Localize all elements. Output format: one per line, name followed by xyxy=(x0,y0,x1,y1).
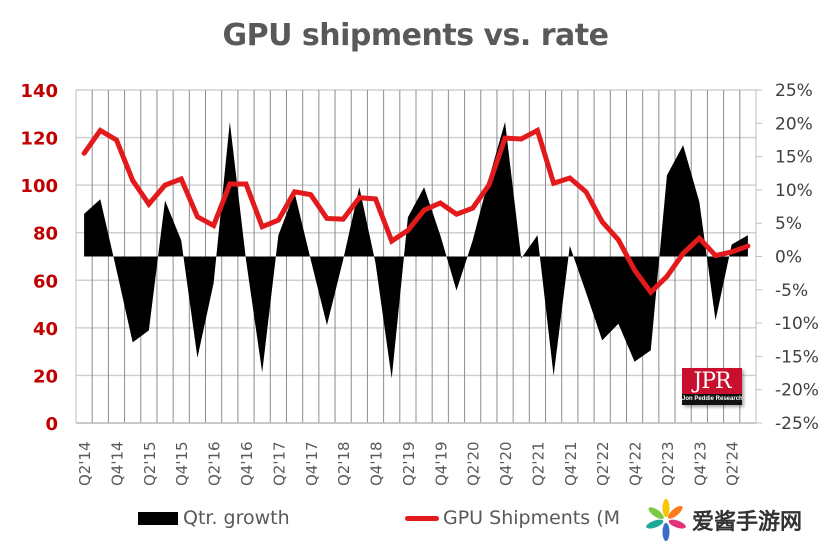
right-tick-label: 25% xyxy=(775,81,813,101)
left-tick-label: 140 xyxy=(20,81,58,102)
watermark-text: 爱酱手游网 xyxy=(692,510,803,535)
x-tick-label: Q2'22 xyxy=(594,441,612,486)
left-tick-label: 60 xyxy=(33,271,58,292)
x-tick-label: Q4'20 xyxy=(497,441,515,486)
right-tick-label: 5% xyxy=(775,214,802,234)
jpr-logo-subtext: Jon Peddie Research xyxy=(682,394,742,405)
x-tick-label: Q4'23 xyxy=(691,441,709,486)
watermark: 爱酱手游网 xyxy=(644,497,831,543)
right-tick-label: -15% xyxy=(775,347,819,367)
x-tick-label: Q4'22 xyxy=(627,441,645,486)
x-tick-label: Q2'24 xyxy=(724,441,742,486)
right-tick-label: -5% xyxy=(775,281,808,301)
x-tick-label: Q2'18 xyxy=(335,441,353,486)
qtr-growth-area-series xyxy=(83,121,749,379)
pinwheel-logo-icon xyxy=(646,499,686,541)
left-tick-label: 80 xyxy=(33,224,58,245)
gpu-shipments-line xyxy=(81,126,751,296)
right-tick-label: -25% xyxy=(775,414,819,434)
right-tick-label: 10% xyxy=(775,181,813,201)
legend-swatch-area xyxy=(138,511,178,525)
jpr-logo: JPR Jon Peddie Research xyxy=(682,368,742,405)
jpr-logo-text: JPR xyxy=(682,368,742,394)
x-tick-label: Q2'23 xyxy=(659,441,677,486)
legend-label-gpu-shipments: GPU Shipments (M xyxy=(443,507,621,529)
x-tick-label: Q2'17 xyxy=(270,441,288,486)
x-tick-label: Q2'19 xyxy=(400,441,418,486)
x-tick-label: Q2'21 xyxy=(529,441,547,486)
x-tick-label: Q4'21 xyxy=(562,441,580,486)
legend-label-qtr-growth: Qtr. growth xyxy=(183,507,290,529)
left-tick-label: 120 xyxy=(20,129,58,150)
qtr-growth-area xyxy=(84,121,748,379)
right-tick-label: 15% xyxy=(775,148,813,168)
x-tick-label: Q4'19 xyxy=(432,441,450,486)
left-axis: 0 20 40 60 80 100 120 140 xyxy=(20,81,58,435)
right-tick-label: 0% xyxy=(775,248,802,268)
x-tick-label: Q2'16 xyxy=(206,441,224,486)
legend-swatch-line xyxy=(405,515,439,521)
left-tick-label: 0 xyxy=(45,414,58,435)
x-tick-label: Q2'15 xyxy=(141,441,159,486)
right-tick-label: -10% xyxy=(775,314,819,334)
right-tick-label: 20% xyxy=(775,114,813,134)
chart-title: GPU shipments vs. rate xyxy=(222,18,609,53)
x-tick-label: Q2'14 xyxy=(76,441,94,486)
x-tick-label: Q4'14 xyxy=(108,441,126,486)
left-tick-label: 20 xyxy=(33,366,58,387)
x-tick-label: Q2'20 xyxy=(465,441,483,486)
right-tick-label: -20% xyxy=(775,381,819,401)
left-tick-label: 100 xyxy=(20,176,58,197)
legend-item-gpu-shipments: GPU Shipments (M xyxy=(405,505,641,531)
right-axis: -25% -20% -15% -10% -5% 0% 5% 10% 15% 20% 25% xyxy=(756,81,819,434)
x-axis: Q2'14 Q4'14 Q2'15 Q4'15 Q2'16 Q4'16 Q2'17 Q4'17… xyxy=(76,441,742,486)
gpu-shipments-line-series xyxy=(81,126,751,296)
x-tick-label: Q4'17 xyxy=(303,441,321,486)
left-tick-label: 40 xyxy=(33,319,58,340)
x-tick-label: Q4'16 xyxy=(238,441,256,486)
legend-item-qtr-growth: Qtr. growth xyxy=(138,505,290,531)
x-tick-label: Q4'15 xyxy=(173,441,191,486)
x-tick-label: Q4'18 xyxy=(368,441,386,486)
